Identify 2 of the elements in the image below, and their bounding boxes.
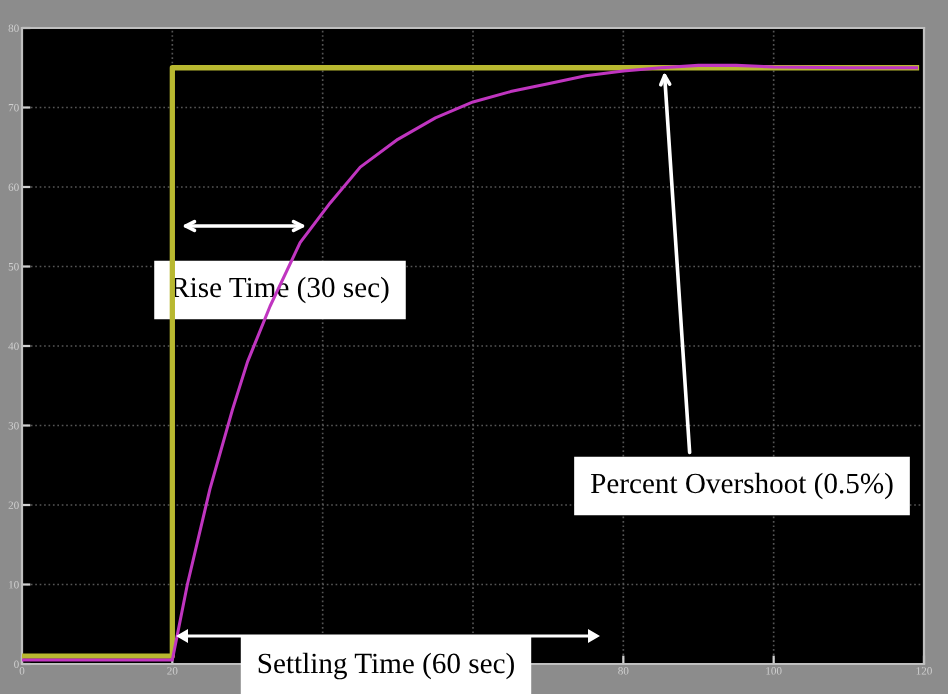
annotation: Settling Time (60 sec) [258, 652, 514, 680]
annotation: Percent Overshoot (0.5%) [590, 472, 893, 500]
